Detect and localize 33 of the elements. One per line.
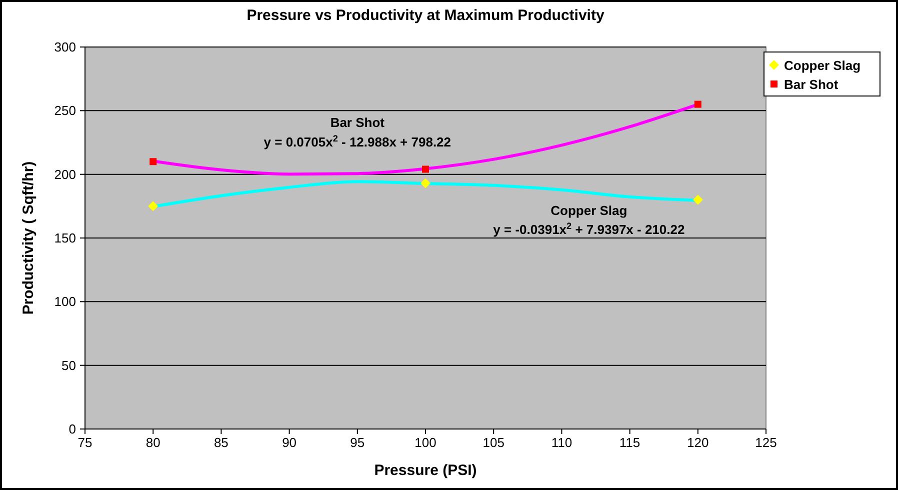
annotation: y = 0.0705x$^{2}$ - 12.988x + 798.22 xyxy=(264,133,452,150)
y-tick-label: 100 xyxy=(54,294,76,310)
legend-label: Bar Shot xyxy=(784,77,839,92)
legend-label: Copper Slag xyxy=(784,58,861,73)
annotation: y = -0.0391x$^{2}$ + 7.9397x - 210.22 xyxy=(493,221,685,238)
x-tick-label: 115 xyxy=(619,435,640,450)
annotation: Bar Shot xyxy=(330,115,386,130)
x-tick-label: 100 xyxy=(414,435,436,450)
y-tick-label: 50 xyxy=(62,358,76,373)
x-tick-label: 75 xyxy=(78,435,92,450)
point xyxy=(148,201,158,212)
x-tick-label: 85 xyxy=(214,435,228,450)
x-tick-label: 125 xyxy=(755,435,777,450)
y-tick-label: 250 xyxy=(54,103,76,118)
x-axis-title: Pressure (PSI) xyxy=(374,462,477,479)
y-tick-label: 0 xyxy=(68,422,76,436)
point xyxy=(422,166,429,173)
x-tick-label: 80 xyxy=(146,435,160,450)
x-tick-label: 95 xyxy=(350,435,365,450)
x-tick-label: 105 xyxy=(482,435,504,450)
point xyxy=(694,100,702,108)
x-tick-label: 120 xyxy=(687,435,709,450)
annotation: Copper Slag xyxy=(550,203,628,218)
y-tick-label: 300 xyxy=(54,40,76,54)
chart-title: Pressure vs Productivity at Maximum Productivity xyxy=(246,7,605,24)
y-axis-title: Productivity ( Sqft/hr) xyxy=(20,161,37,315)
point xyxy=(420,178,430,188)
x-tick-label: 90 xyxy=(282,435,297,450)
y-tick-label: 150 xyxy=(54,230,76,246)
x-tick-label: 110 xyxy=(551,435,572,450)
y-tick-label: 200 xyxy=(54,166,76,182)
point xyxy=(150,158,157,166)
point xyxy=(692,194,703,205)
